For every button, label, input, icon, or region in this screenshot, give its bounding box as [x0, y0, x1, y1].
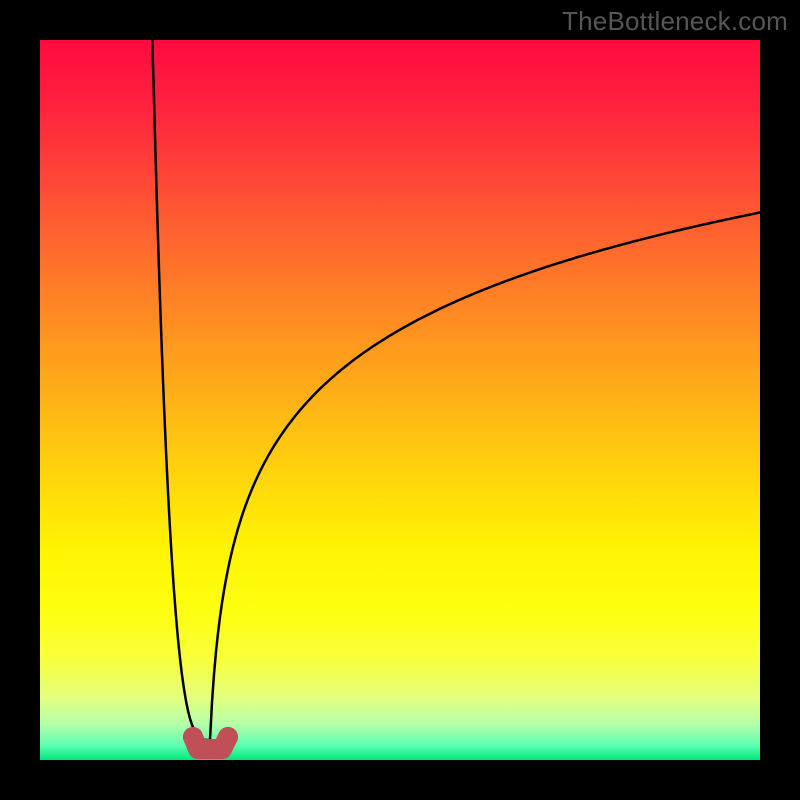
bottleneck-chart [40, 40, 760, 760]
chart-frame: TheBottleneck.com [0, 0, 800, 800]
plot-area [40, 40, 760, 760]
gradient-background [40, 40, 760, 760]
optimal-point-marker [218, 727, 238, 747]
watermark-text: TheBottleneck.com [562, 6, 788, 37]
optimal-point-marker [188, 739, 208, 759]
